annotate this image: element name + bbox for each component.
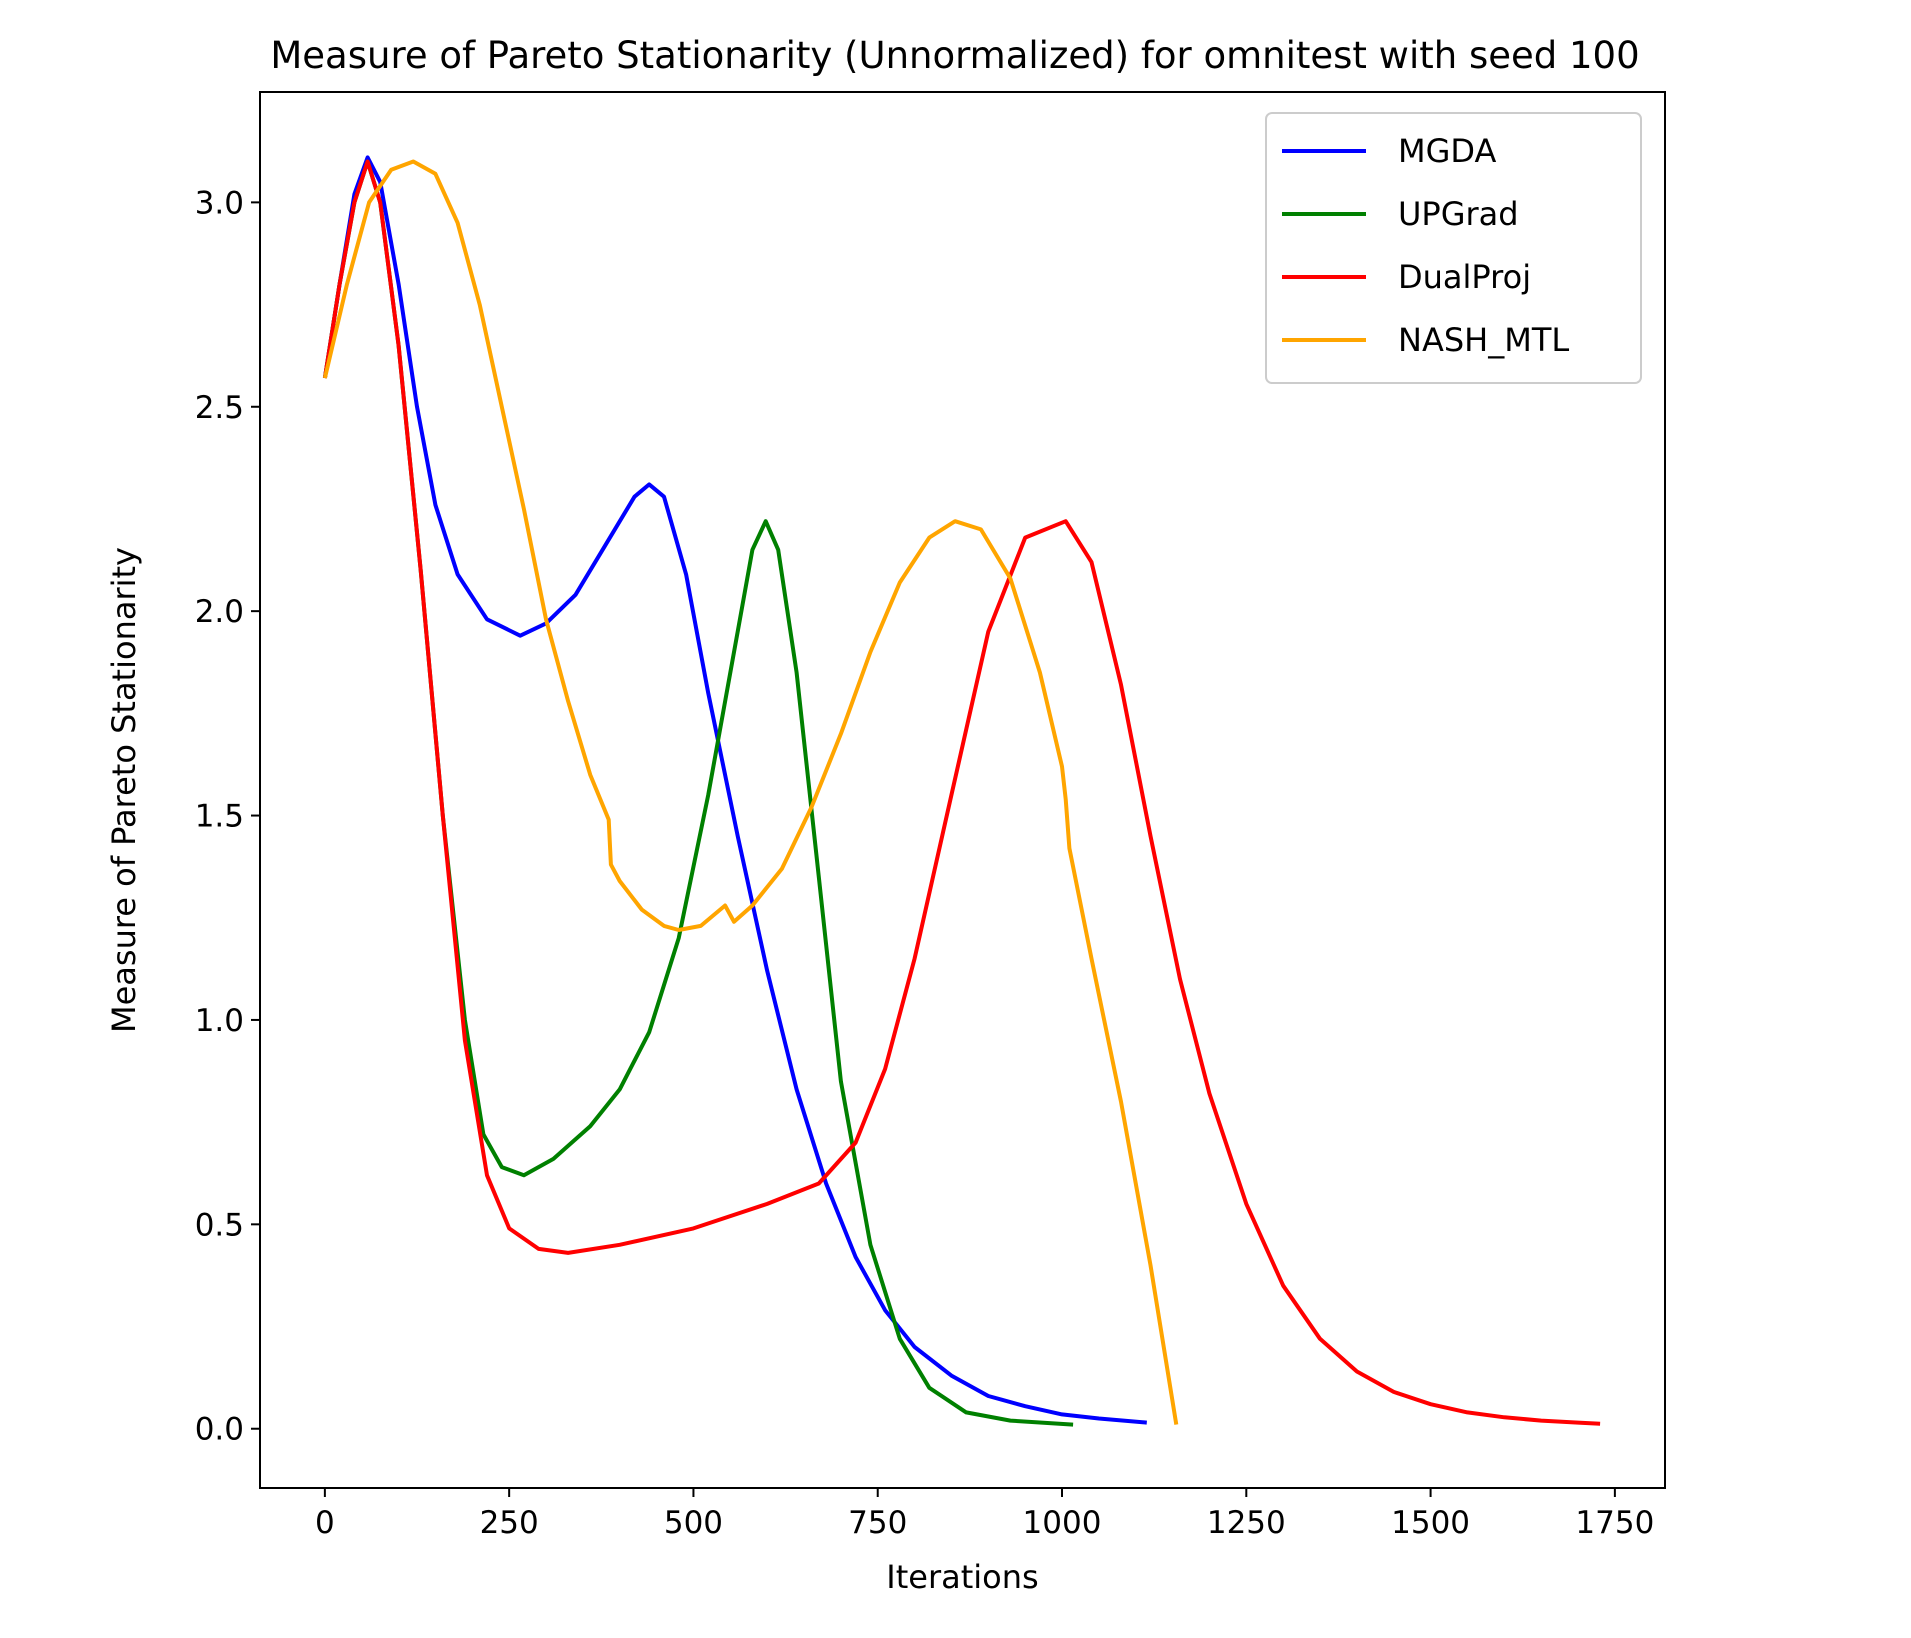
x-tick-label: 0 <box>315 1505 335 1541</box>
y-axis: 0.0 0.5 1.0 1.5 2.0 2.5 3.0 <box>195 185 260 1448</box>
x-tick-label: 250 <box>480 1505 539 1541</box>
y-tick-label: 0.0 <box>195 1412 244 1448</box>
x-tick-label: 1000 <box>1023 1505 1102 1541</box>
y-tick-label: 1.5 <box>195 799 244 835</box>
y-axis-label: Measure of Pareto Stationarity <box>105 547 143 1033</box>
plot-area <box>322 155 1601 1427</box>
legend-label: MGDA <box>1398 132 1496 170</box>
chart-title: Measure of Pareto Stationarity (Unnormal… <box>270 34 1639 77</box>
series-line-nash-mtl <box>322 159 1179 1425</box>
x-tick-label: 1750 <box>1575 1505 1654 1541</box>
y-tick-label: 1.0 <box>195 1003 244 1039</box>
x-tick-label: 1500 <box>1391 1505 1470 1541</box>
x-axis: 0 250 500 750 1000 1250 1500 1750 <box>315 1488 1654 1541</box>
y-tick-label: 2.5 <box>195 390 244 426</box>
legend-box <box>1265 112 1642 384</box>
legend-label: NASH_MTL <box>1398 321 1569 359</box>
x-tick-label: 1250 <box>1207 1505 1286 1541</box>
y-tick-label: 3.0 <box>195 185 244 221</box>
series-line-dualproj <box>322 159 1601 1426</box>
legend-label: UPGrad <box>1398 195 1519 233</box>
x-tick-label: 750 <box>848 1505 907 1541</box>
legend-label: DualProj <box>1398 258 1531 296</box>
y-tick-label: 0.5 <box>195 1207 244 1243</box>
x-tick-label: 500 <box>664 1505 723 1541</box>
y-tick-label: 2.0 <box>195 594 244 630</box>
legend: MGDA UPGrad DualProj NASH_MTL <box>1265 112 1642 384</box>
x-axis-label: Iterations <box>886 1558 1038 1596</box>
series-line-mgda <box>322 155 1147 1425</box>
axes-frame <box>259 91 1666 1489</box>
